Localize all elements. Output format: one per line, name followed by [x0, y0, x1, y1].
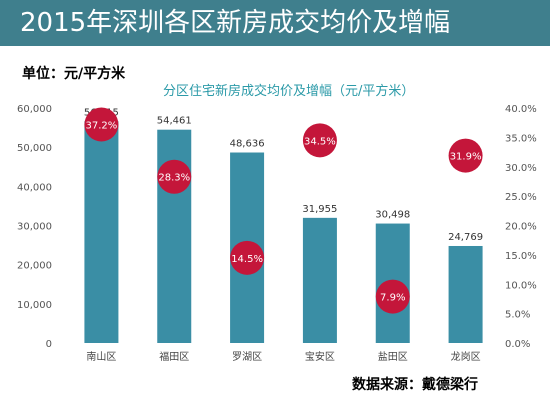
- y-right-tick-label: 25.0%: [505, 192, 537, 203]
- chart-title: 分区住宅新房成交均价及增幅（元/平方米）: [163, 84, 415, 99]
- y-left-tick-label: 10,000: [17, 300, 52, 311]
- bar: [84, 121, 119, 343]
- y-right-tick-label: 40.0%: [505, 104, 537, 115]
- y-left-tick-label: 40,000: [17, 182, 52, 193]
- bar-value-label: 24,769: [448, 232, 483, 243]
- bar-value-label: 30,498: [375, 210, 410, 221]
- y-right-tick-label: 0.0%: [505, 339, 530, 350]
- growth-label: 14.5%: [231, 254, 263, 265]
- growth-bubble: [157, 159, 192, 194]
- bar-value-label: 31,955: [302, 204, 337, 215]
- y-left-tick-label: 20,000: [17, 261, 52, 272]
- x-tick-label: 罗湖区: [232, 351, 262, 363]
- y-right-tick-label: 20.0%: [505, 222, 537, 233]
- page-title: 2015年深圳各区新房成交均价及增幅: [20, 8, 451, 38]
- y-left-tick-label: 30,000: [17, 222, 52, 233]
- growth-label: 34.5%: [304, 136, 336, 147]
- x-tick-label: 福田区: [159, 350, 189, 363]
- x-tick-label: 盐田区: [378, 350, 408, 363]
- y-left-tick-label: 0: [46, 339, 52, 350]
- y-left-tick-label: 60,000: [17, 104, 52, 115]
- growth-label: 28.3%: [158, 173, 190, 184]
- growth-bubble: [448, 138, 483, 173]
- source-label: 数据来源：戴德梁行: [352, 377, 478, 393]
- growth-bubble: [302, 123, 337, 158]
- unit-label: 单位：元/平方米: [22, 66, 126, 82]
- growth-label: 31.9%: [450, 152, 482, 163]
- y-right-tick-label: 15.0%: [505, 251, 537, 262]
- growth-label: 7.9%: [380, 293, 405, 304]
- x-tick-label: 南山区: [86, 350, 116, 363]
- bar-value-label: 54,461: [157, 116, 192, 127]
- y-right-tick-label: 10.0%: [505, 280, 537, 291]
- y-left-tick-label: 50,000: [17, 143, 52, 154]
- x-tick-label: 龙岗区: [451, 350, 481, 363]
- y-right-tick-label: 30.0%: [505, 163, 537, 174]
- bar: [448, 245, 483, 343]
- growth-label: 37.2%: [86, 120, 118, 131]
- growth-bubble: [230, 240, 265, 275]
- y-right-tick-label: 5.0%: [505, 310, 530, 321]
- x-tick-label: 宝安区: [305, 350, 335, 363]
- bar-value-label: 48,636: [230, 139, 265, 150]
- bar: [302, 217, 337, 343]
- growth-bubble: [84, 107, 119, 142]
- y-right-tick-label: 35.0%: [505, 133, 537, 144]
- growth-bubble: [375, 279, 410, 314]
- header-banner: 2015年深圳各区新房成交均价及增幅: [0, 0, 550, 46]
